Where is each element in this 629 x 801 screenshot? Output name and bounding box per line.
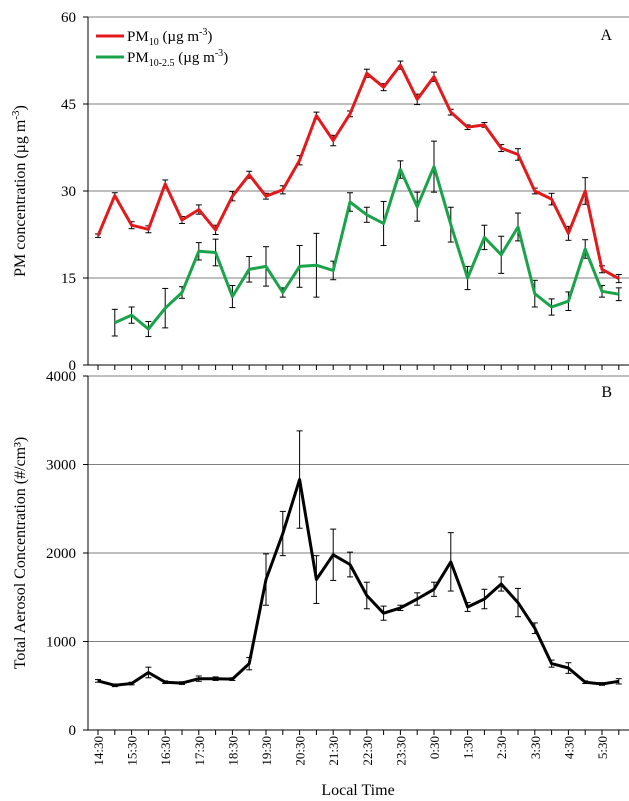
x-tick-label: 5:30	[595, 736, 610, 759]
panel-a-x-ticks	[97, 365, 620, 370]
panel-a-label: A	[600, 27, 612, 44]
x-tick-label: 23:30	[393, 736, 408, 766]
series-pm10	[95, 60, 622, 284]
series-line-pm10	[96, 63, 620, 280]
x-tick-label: 0:30	[427, 736, 442, 759]
y-tick-label: 1000	[46, 635, 76, 651]
x-tick-label: 21:30	[326, 736, 341, 766]
x-tick-label: 15:30	[125, 736, 140, 766]
y-tick-label: 0	[69, 358, 77, 374]
y-tick-label: 2000	[46, 546, 76, 562]
series-pm10_25	[111, 140, 622, 338]
y-tick-label: 0	[69, 723, 77, 739]
panel-b-series	[95, 430, 622, 688]
panel-b: 0 1000 2000 3000 4000 14:30 15:30 16:30 17:30 18…	[12, 369, 629, 799]
x-tick-label: 1:30	[461, 736, 476, 759]
panel-b-x-ticks: 14:30 15:30 16:30 17:30 18:30 19:30 20:30 21:30…	[91, 730, 620, 766]
x-axis-title: Local Time	[321, 782, 394, 799]
series-total	[95, 430, 622, 688]
y-tick-label: 3000	[46, 458, 76, 474]
y-tick-label: 60	[61, 10, 76, 26]
x-tick-label: 4:30	[561, 736, 576, 759]
panel-a-y-axis-label: PM concentration (µg m-3)	[10, 105, 29, 277]
series-line-total	[97, 478, 620, 687]
panel-b-label: B	[601, 384, 612, 401]
x-tick-label: 14:30	[91, 736, 106, 766]
y-tick-label: 45	[61, 97, 76, 113]
legend-pm10-25-label: PM10-2.5 (µg m-3)	[127, 48, 228, 69]
panel-a-y-ticks: 0 15 30 45 60	[61, 10, 88, 374]
x-tick-label: 3:30	[528, 736, 543, 759]
panel-b-y-ticks: 0 1000 2000 3000 4000	[46, 369, 88, 739]
panel-b-gridlines	[88, 375, 629, 642]
x-tick-label: 18:30	[225, 736, 240, 766]
x-tick-label: 16:30	[158, 736, 173, 766]
series-line-pm10_25	[114, 165, 620, 331]
panel-a-series	[95, 60, 622, 338]
y-tick-label: 15	[61, 271, 76, 287]
x-tick-label: 22:30	[360, 736, 375, 766]
panel-a-gridlines	[88, 16, 629, 279]
x-tick-label: 2:30	[494, 736, 509, 759]
y-tick-label: 30	[61, 184, 76, 200]
x-tick-label: 20:30	[293, 736, 308, 766]
x-tick-label: 19:30	[259, 736, 274, 766]
legend-pm10-label: PM10 (µg m-3)	[127, 27, 212, 48]
y-tick-label: 4000	[46, 369, 76, 385]
panel-a: 0 15 30 45 60 A PM10 (µg m-3) PM10-2.5 (µg m…	[10, 10, 629, 374]
x-tick-label: 17:30	[192, 736, 207, 766]
panel-a-legend: PM10 (µg m-3) PM10-2.5 (µg m-3)	[96, 27, 228, 69]
panel-b-y-axis-label: Total Aerosol Concentration (#/cm³)	[12, 437, 29, 670]
